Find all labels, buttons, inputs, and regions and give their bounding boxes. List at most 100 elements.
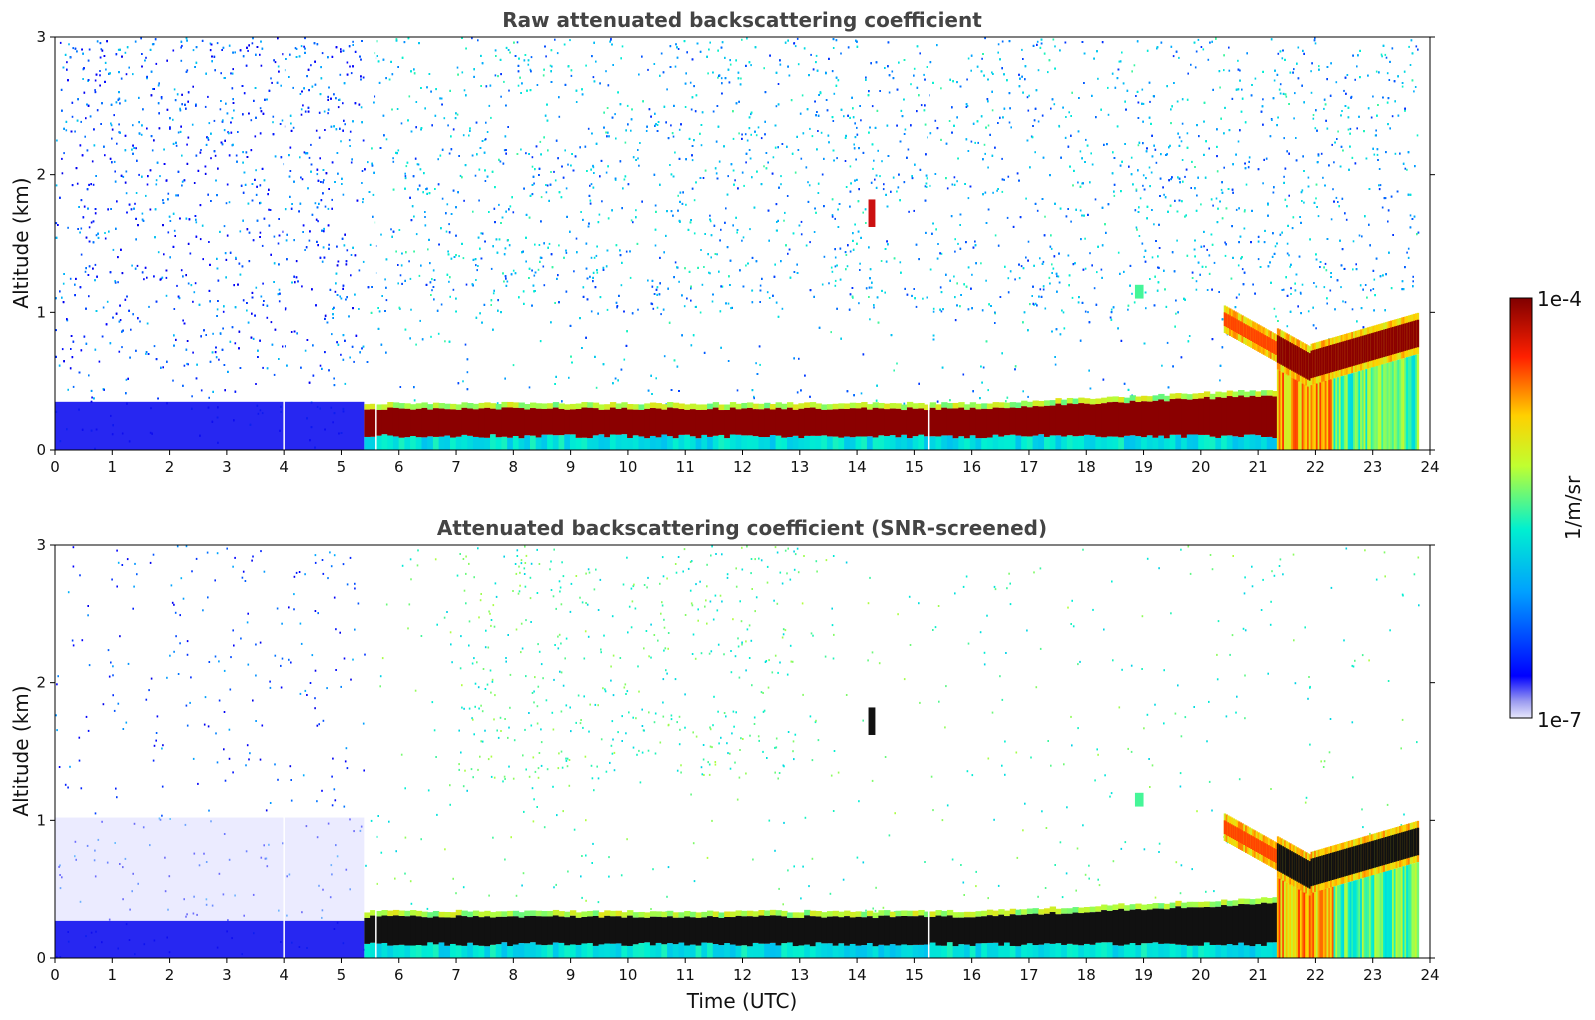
noise-speck	[314, 202, 317, 205]
noise-speck	[1176, 239, 1178, 242]
noise-speck	[1228, 69, 1231, 72]
noise-speck	[1093, 287, 1096, 290]
noise-speck	[1022, 390, 1024, 393]
noise-speck	[1131, 292, 1133, 295]
noise-speck	[230, 72, 232, 75]
noise-speck	[593, 256, 596, 259]
noise-speck	[135, 192, 138, 194]
noise-speck	[1207, 58, 1210, 61]
noise-speck	[110, 124, 113, 127]
noise-speck	[177, 131, 180, 134]
noise-speck	[1135, 95, 1137, 97]
noise-speck	[1024, 78, 1026, 81]
noise-speck	[957, 242, 959, 245]
noise-speck	[405, 165, 408, 168]
noise-speck	[362, 345, 365, 348]
noise-speck	[214, 154, 217, 157]
noise-speck	[709, 272, 711, 275]
noise-speck	[763, 165, 765, 168]
noise-speck	[742, 236, 745, 239]
noise-speck	[1181, 122, 1184, 125]
noise-speck	[261, 244, 264, 247]
noise-speck	[1384, 53, 1387, 56]
noise-speck	[690, 299, 692, 302]
noise-speck	[620, 284, 623, 287]
noise-speck	[896, 190, 898, 193]
noise-speck	[693, 232, 696, 235]
noise-speck	[99, 70, 101, 72]
noise-speck	[858, 302, 860, 305]
noise-speck	[605, 70, 607, 73]
noise-speck	[1036, 209, 1039, 212]
noise-speck	[84, 270, 87, 273]
noise-speck	[315, 129, 318, 132]
noise-speck	[837, 208, 839, 211]
noise-speck	[651, 303, 654, 306]
noise-speck	[772, 156, 775, 159]
noise-speck	[753, 395, 755, 398]
noise-speck	[992, 191, 994, 194]
noise-speck	[1053, 103, 1056, 106]
noise-speck	[965, 106, 968, 108]
noise-speck	[1001, 157, 1003, 160]
noise-speck	[456, 66, 459, 69]
noise-speck	[392, 157, 394, 160]
noise-speck	[1307, 310, 1310, 313]
noise-speck	[62, 282, 65, 285]
noise-speck	[741, 133, 743, 136]
noise-speck	[1323, 107, 1325, 110]
noise-speck	[595, 254, 598, 257]
noise-speck	[114, 170, 116, 173]
noise-speck	[259, 231, 262, 234]
noise-speck	[678, 128, 681, 131]
noise-speck	[637, 149, 639, 151]
noise-speck	[63, 152, 65, 155]
noise-speck	[175, 144, 178, 147]
noise-speck	[556, 52, 559, 55]
noise-speck	[575, 101, 578, 103]
noise-speck	[1289, 265, 1291, 268]
noise-speck	[606, 308, 609, 311]
noise-speck	[1142, 102, 1145, 105]
noise-speck	[173, 88, 176, 91]
noise-speck	[400, 122, 403, 125]
noise-speck	[302, 104, 304, 107]
noise-speck	[61, 172, 64, 175]
noise-speck	[165, 294, 168, 297]
noise-speck	[208, 396, 210, 399]
noise-speck	[67, 226, 69, 229]
noise-speck	[784, 211, 786, 214]
noise-speck	[1175, 312, 1177, 315]
noise-speck	[1372, 95, 1374, 98]
noise-speck	[839, 278, 842, 281]
noise-speck	[66, 61, 68, 64]
noise-speck	[346, 249, 349, 252]
noise-speck	[308, 156, 311, 159]
noise-speck	[991, 71, 993, 74]
noise-speck	[448, 280, 450, 283]
noise-speck	[966, 105, 969, 107]
noise-speck	[1139, 197, 1142, 200]
noise-speck	[674, 151, 676, 154]
noise-speck	[408, 260, 410, 263]
noise-speck	[1087, 311, 1089, 314]
noise-speck	[317, 220, 319, 223]
noise-speck	[437, 332, 440, 335]
noise-speck	[1332, 188, 1334, 191]
noise-speck	[1027, 109, 1030, 112]
noise-speck	[1142, 184, 1144, 187]
noise-speck	[605, 171, 608, 174]
noise-speck	[530, 56, 533, 59]
noise-speck	[922, 297, 924, 300]
noise-speck	[212, 332, 214, 335]
noise-speck	[141, 212, 144, 215]
noise-speck	[223, 225, 226, 228]
noise-speck	[327, 207, 330, 210]
noise-speck	[300, 113, 303, 116]
noise-speck	[937, 243, 939, 245]
noise-speck	[891, 70, 894, 73]
noise-speck	[443, 117, 446, 120]
noise-speck	[1340, 286, 1342, 289]
noise-speck	[512, 211, 515, 214]
noise-speck	[299, 93, 302, 95]
